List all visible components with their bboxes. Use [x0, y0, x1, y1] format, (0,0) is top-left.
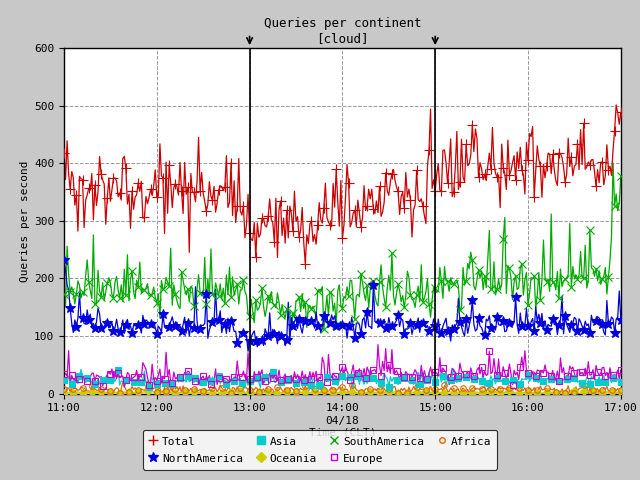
NorthAmerica — [190, 325, 198, 331]
Europe — [486, 348, 493, 354]
SouthAmerica — [611, 203, 618, 209]
Asia — [540, 378, 547, 384]
NorthAmerica — [234, 340, 241, 346]
NorthAmerica — [617, 317, 625, 323]
Oceania — [237, 388, 244, 394]
Asia — [617, 379, 625, 384]
Africa — [60, 386, 68, 392]
Europe — [99, 383, 106, 389]
Europe — [191, 378, 199, 384]
Total — [190, 189, 198, 195]
Oceania — [561, 390, 569, 396]
Oceania — [366, 389, 374, 395]
NorthAmerica — [536, 321, 544, 326]
Africa — [255, 389, 263, 395]
Europe — [555, 378, 563, 384]
Africa — [404, 390, 412, 396]
SouthAmerica — [60, 291, 68, 297]
Total — [202, 209, 210, 215]
Africa — [552, 389, 559, 395]
Total — [128, 188, 136, 194]
Oceania — [190, 389, 198, 395]
SouthAmerica — [202, 301, 210, 307]
Oceania — [404, 390, 412, 396]
Africa — [190, 386, 198, 392]
Line: NorthAmerica: NorthAmerica — [59, 255, 626, 348]
X-axis label: 04/18
Time (CLT): 04/18 Time (CLT) — [308, 416, 376, 438]
Africa — [617, 387, 625, 393]
Total — [611, 128, 618, 133]
Europe — [617, 367, 625, 373]
SouthAmerica — [190, 303, 198, 309]
Total — [60, 150, 68, 156]
Asia — [145, 384, 153, 390]
Asia — [60, 377, 68, 383]
Europe — [253, 374, 261, 380]
Oceania — [468, 390, 476, 396]
Africa — [561, 391, 569, 396]
Europe — [579, 370, 586, 375]
Europe — [540, 370, 547, 376]
Asia — [115, 367, 122, 372]
Oceania — [172, 390, 179, 396]
Europe — [346, 377, 354, 383]
Legend: Total, NorthAmerica, Asia, Oceania, SouthAmerica, Europe, Africa: Total, NorthAmerica, Asia, Oceania, Sout… — [143, 430, 497, 469]
Title: Queries per continent
[cloud]: Queries per continent [cloud] — [264, 17, 421, 46]
SouthAmerica — [605, 275, 612, 280]
NorthAmerica — [202, 291, 210, 297]
SouthAmerica — [536, 297, 544, 303]
NorthAmerica — [605, 321, 612, 327]
Total — [301, 261, 309, 266]
Asia — [200, 379, 207, 385]
Line: SouthAmerica: SouthAmerica — [60, 172, 625, 334]
NorthAmerica — [128, 330, 136, 336]
Oceania — [617, 389, 625, 395]
Asia — [354, 373, 362, 379]
Line: Asia: Asia — [61, 366, 624, 390]
Africa — [366, 386, 374, 392]
Asia — [579, 381, 586, 386]
Oceania — [60, 390, 68, 396]
Asia — [555, 378, 563, 384]
Total — [605, 167, 612, 173]
Europe — [60, 371, 68, 377]
SouthAmerica — [617, 174, 625, 180]
NorthAmerica — [60, 257, 68, 263]
Oceania — [264, 389, 272, 395]
NorthAmerica — [611, 330, 618, 336]
Line: Total: Total — [59, 108, 626, 268]
Asia — [261, 374, 269, 380]
Line: Europe: Europe — [61, 348, 624, 390]
Total — [617, 109, 625, 115]
Africa — [172, 386, 179, 392]
Y-axis label: Queries per second: Queries per second — [20, 160, 30, 282]
SouthAmerica — [320, 326, 328, 332]
Total — [536, 163, 544, 169]
SouthAmerica — [128, 268, 136, 274]
Africa — [348, 382, 356, 388]
Line: Oceania: Oceania — [61, 388, 623, 396]
Line: Africa: Africa — [61, 382, 623, 396]
